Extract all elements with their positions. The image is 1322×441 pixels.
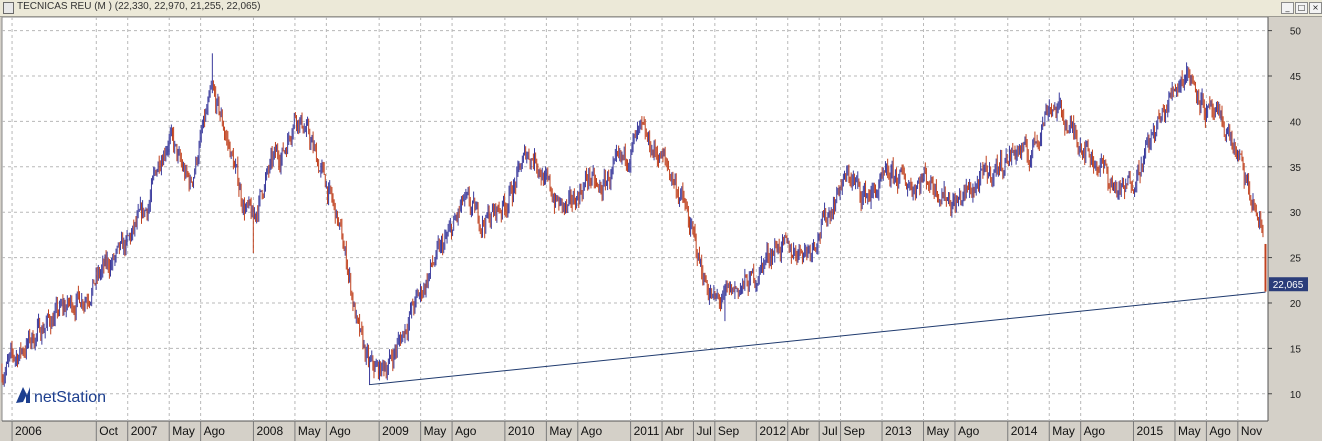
x-tick-label: Ago: [581, 424, 603, 438]
netstation-logo-icon: [16, 387, 30, 403]
x-axis-ticks: 2006 Oct 2007 May Ago 2008 May Ago 2009 May Ago 201…: [11, 421, 1262, 441]
y-axis-ticks: 10 15 20 25 30 35 40 45 50: [1268, 27, 1301, 401]
logo-text: netStation: [34, 389, 106, 406]
y-tick-label: 15: [1290, 344, 1302, 355]
x-tick-label: Abr: [791, 424, 810, 438]
close-button[interactable]: ×: [1309, 2, 1322, 14]
candles: [1, 53, 1267, 387]
x-tick-label: Ago: [1084, 424, 1106, 438]
x-tick-label: Abr: [665, 424, 684, 438]
x-tick-label: Ago: [455, 424, 477, 438]
x-tick-label: May: [172, 424, 195, 438]
title-bar[interactable]: TECNICAS REU (M ) (22,330, 22,970, 21,25…: [0, 0, 1322, 17]
y-tick-label: 40: [1290, 117, 1302, 128]
price-chart[interactable]: 10 15 20 25 30 35 40 45 50 2006 Oct 2007 May Ago 2008…: [0, 17, 1322, 441]
last-price-tag-bg: [1269, 277, 1308, 292]
last-price-tag: 22,065: [1269, 277, 1308, 292]
x-tick-label: 2014: [1011, 424, 1038, 438]
x-tick-label: May: [927, 424, 950, 438]
x-tick-label: Sep: [718, 424, 740, 438]
y-tick-label: 20: [1290, 299, 1302, 310]
minimize-button[interactable]: _: [1281, 2, 1294, 14]
x-tick-label: Jul: [696, 424, 711, 438]
x-tick-label: 2009: [382, 424, 409, 438]
x-tick-label: Ago: [329, 424, 351, 438]
x-tick-label: Ago: [1209, 424, 1231, 438]
grid-lines: [2, 17, 1268, 421]
y-tick-label: 30: [1290, 208, 1302, 219]
y-tick-label: 50: [1290, 27, 1302, 38]
y-tick-label: 35: [1290, 163, 1302, 174]
x-tick-label: Ago: [958, 424, 980, 438]
x-tick-label: Oct: [99, 424, 118, 438]
x-tick-label: May: [424, 424, 447, 438]
x-tick-label: Jul: [822, 424, 837, 438]
x-tick-label: 2011: [634, 424, 660, 438]
y-tick-label: 45: [1290, 72, 1302, 83]
window-title: TECNICAS REU (M ) (22,330, 22,970, 21,25…: [17, 1, 261, 12]
x-tick-label: May: [298, 424, 321, 438]
y-axis-panel: [1268, 17, 1322, 421]
x-tick-label: 2010: [508, 424, 535, 438]
x-tick-label: May: [1178, 424, 1201, 438]
x-axis-panel: [0, 421, 1322, 441]
x-tick-label: 2006: [15, 424, 42, 438]
x-tick-label: May: [549, 424, 572, 438]
trendline[interactable]: [369, 291, 1266, 386]
x-tick-label: 2015: [1136, 424, 1163, 438]
netstation-logo: netStation: [16, 387, 106, 406]
x-tick-label: Nov: [1241, 424, 1262, 438]
x-tick-label: 2007: [131, 424, 158, 438]
chart-window-icon: [3, 2, 14, 14]
x-tick-label: May: [1052, 424, 1075, 438]
y-tick-label: 10: [1290, 390, 1302, 401]
x-tick-label: 2012: [759, 424, 786, 438]
y-tick-label: 25: [1290, 254, 1302, 265]
x-tick-label: Sep: [844, 424, 866, 438]
x-tick-label: 2008: [256, 424, 283, 438]
x-tick-label: Ago: [204, 424, 226, 438]
last-price-label: 22,065: [1273, 280, 1304, 291]
maximize-button[interactable]: □: [1295, 2, 1308, 14]
x-tick-label: 2013: [885, 424, 912, 438]
plot-area[interactable]: [1, 17, 1269, 422]
